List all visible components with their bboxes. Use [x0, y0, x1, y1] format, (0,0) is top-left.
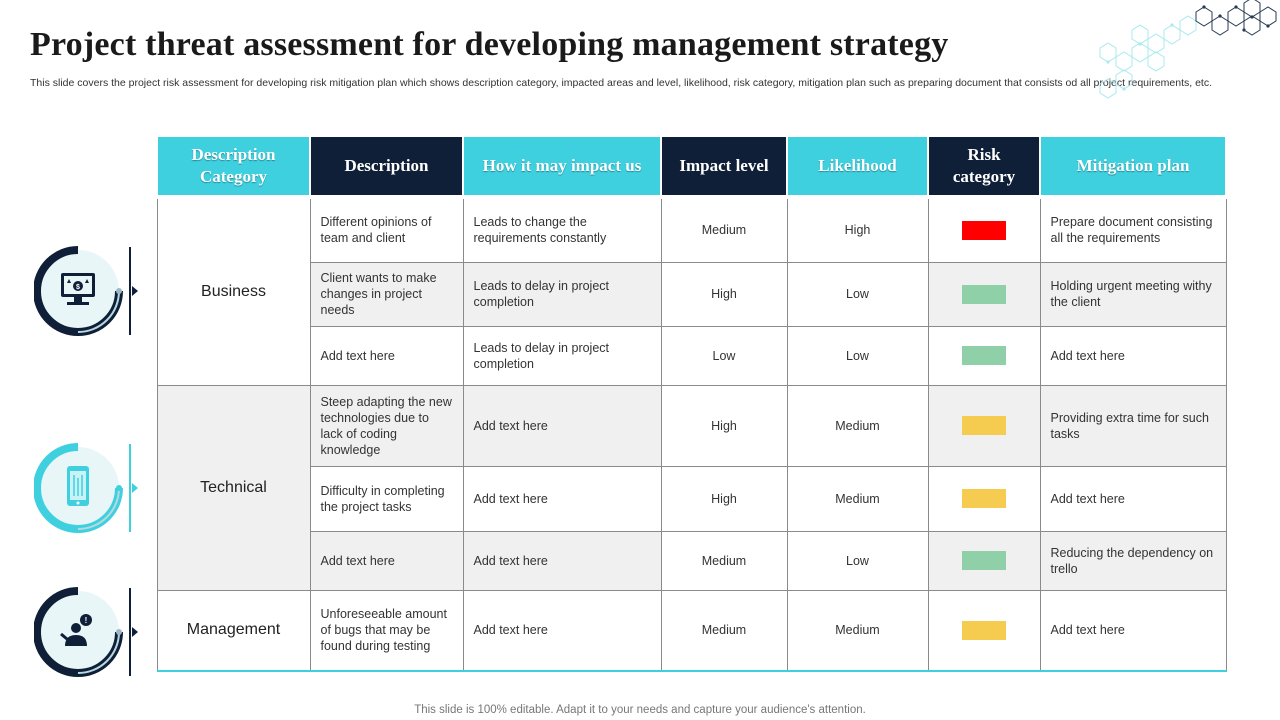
- header-likelihood: Likelihood: [786, 137, 929, 197]
- risk-category-cell: [927, 261, 1041, 327]
- table-row: Add text here Add text here Medium Low R…: [157, 530, 1227, 591]
- description-cell: Unforeseeable amount of bugs that may be…: [309, 589, 464, 672]
- smartphone-circuit-icon: [67, 466, 89, 506]
- header-impact-level: Impact level: [660, 137, 788, 197]
- risk-swatch-medium: [962, 489, 1006, 508]
- header-impact: How it may impact us: [462, 137, 662, 197]
- impact-cell: Leads to delay in project completion: [462, 261, 662, 327]
- category-management: Management: [156, 589, 311, 672]
- table-row: Technical Steep adapting the new technol…: [156, 384, 1227, 591]
- page-title: Project threat assessment for developing…: [30, 26, 949, 63]
- risk-category-cell: [927, 196, 1041, 263]
- description-cell: Steep adapting the new technologies due …: [309, 384, 464, 467]
- header-description-category: Description Category: [156, 137, 311, 197]
- table-row: Management Unforeseeable amount of bugs …: [156, 589, 1227, 672]
- description-cell: Difficulty in completing the project tas…: [309, 465, 464, 532]
- table-row: Client wants to make changes in project …: [157, 261, 1227, 327]
- footer-note: This slide is 100% editable. Adapt it to…: [414, 704, 866, 716]
- likelihood-cell: Low: [786, 261, 929, 327]
- page-subtitle: This slide covers the project risk asses…: [30, 77, 1213, 89]
- header-description: Description: [309, 137, 464, 197]
- mitigation-cell: Prepare document consisting all the requ…: [1039, 196, 1227, 263]
- description-cell: Add text here: [309, 530, 464, 591]
- likelihood-cell: Low: [786, 530, 929, 591]
- hexagon-pattern-decoration: [1099, 0, 1277, 99]
- risk-swatch-medium: [962, 620, 1006, 640]
- risk-category-cell: [927, 465, 1041, 532]
- likelihood-cell: Medium: [786, 465, 929, 532]
- risk-swatch-medium: [962, 416, 1006, 435]
- table-header-row: Description Category Description How it …: [156, 137, 1227, 197]
- person-alert-icon: !: [60, 614, 92, 646]
- impact-cell: Add text here: [462, 384, 662, 467]
- impact-level-cell: High: [660, 261, 788, 327]
- category-business: Business: [156, 196, 311, 386]
- likelihood-cell: High: [786, 196, 929, 263]
- risk-category-cell: [927, 589, 1041, 672]
- table-row: Add text here Leads to delay in project …: [157, 325, 1227, 386]
- technical-circle-icon: [34, 443, 138, 533]
- svg-text:$: $: [76, 284, 80, 291]
- mitigation-cell: Add text here: [1039, 465, 1227, 532]
- business-circle-icon: $: [34, 246, 138, 336]
- management-circle-icon: !: [34, 587, 138, 677]
- impact-level-cell: Medium: [660, 589, 788, 672]
- impact-cell: Leads to delay in project completion: [462, 325, 662, 386]
- likelihood-cell: Low: [786, 325, 929, 386]
- table-row: Difficulty in completing the project tas…: [157, 465, 1227, 532]
- risk-swatch-low: [962, 346, 1006, 365]
- monitor-dollar-icon: $: [61, 273, 95, 305]
- header-risk-category: Risk category: [927, 137, 1041, 197]
- table-row: Business Different opinions of team and …: [156, 196, 1227, 386]
- likelihood-cell: Medium: [786, 589, 929, 672]
- mitigation-cell: Holding urgent meeting withy the client: [1039, 261, 1227, 327]
- impact-level-cell: High: [660, 465, 788, 532]
- impact-cell: Leads to change the requirements constan…: [462, 196, 662, 263]
- description-cell: Different opinions of team and client: [309, 196, 464, 263]
- mitigation-cell: Reducing the dependency on trello: [1039, 530, 1227, 591]
- mitigation-cell: Add text here: [1039, 325, 1227, 386]
- mitigation-cell: Add text here: [1039, 589, 1227, 672]
- impact-level-cell: Low: [660, 325, 788, 386]
- impact-cell: Add text here: [462, 465, 662, 532]
- risk-category-cell: [927, 530, 1041, 591]
- risk-swatch-high: [962, 220, 1006, 240]
- impact-level-cell: Medium: [660, 530, 788, 591]
- likelihood-cell: Medium: [786, 384, 929, 467]
- svg-text:!: !: [85, 616, 88, 625]
- impact-cell: Add text here: [462, 530, 662, 591]
- description-cell: Add text here: [309, 325, 464, 386]
- risk-category-cell: [927, 325, 1041, 386]
- risk-swatch-low: [962, 551, 1006, 570]
- mitigation-cell: Providing extra time for such tasks: [1039, 384, 1227, 467]
- header-mitigation-plan: Mitigation plan: [1039, 137, 1227, 197]
- impact-cell: Add text here: [462, 589, 662, 672]
- risk-swatch-low: [962, 284, 1006, 304]
- impact-level-cell: Medium: [660, 196, 788, 263]
- impact-level-cell: High: [660, 384, 788, 467]
- category-technical: Technical: [156, 384, 311, 591]
- risk-category-cell: [927, 384, 1041, 467]
- description-cell: Client wants to make changes in project …: [309, 261, 464, 327]
- risk-assessment-table: Description Category Description How it …: [156, 137, 1227, 672]
